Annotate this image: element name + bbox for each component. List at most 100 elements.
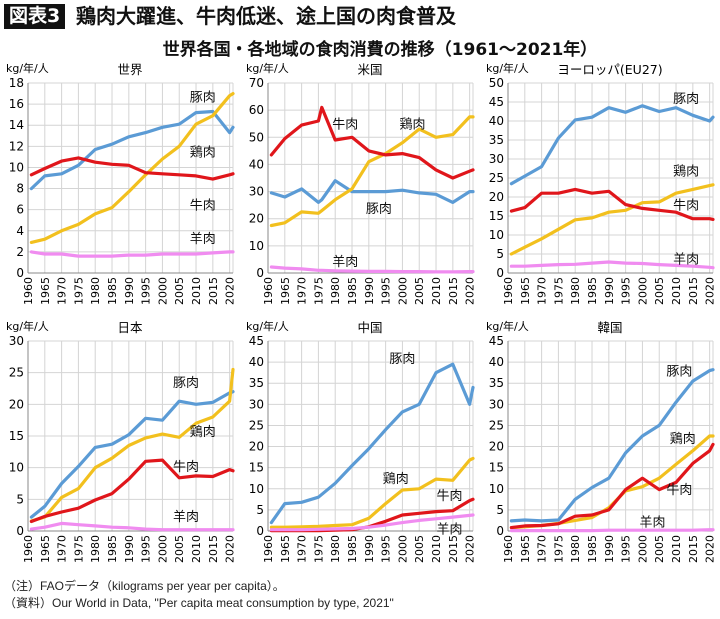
y-axis-unit: kg/年/人: [486, 61, 529, 75]
chart-title: 韓国: [597, 320, 622, 335]
y-tick-label: 45: [489, 334, 504, 348]
x-tick-label: 2015: [687, 535, 700, 563]
series-line-mutton: [509, 528, 715, 533]
x-tick-label: 1965: [279, 277, 292, 305]
x-tick-label: 2000: [396, 277, 409, 305]
y-tick-label: 5: [496, 503, 504, 517]
series-line-pork: [29, 109, 235, 191]
x-tick-label: 1985: [346, 535, 359, 563]
y-tick-label: 0: [16, 266, 24, 280]
chart-korea: kg/年/人 韓国 1960 1965 1970 1975 1980 1985 1990 1995…: [486, 319, 717, 563]
x-tick-label: 2010: [190, 277, 203, 305]
y-tick-label: 0: [16, 524, 24, 538]
y-tick-label: 5: [16, 492, 24, 506]
y-tick-label: 25: [249, 418, 264, 432]
y-tick-label: 15: [9, 429, 24, 443]
x-tick-label: 1985: [586, 535, 599, 563]
series-label-beef: 牛肉: [436, 489, 462, 504]
y-tick-label: 18: [9, 76, 24, 90]
y-axis-unit: kg/年/人: [246, 319, 289, 333]
series-line-mutton: [29, 250, 235, 258]
x-tick-label: 1960: [22, 535, 35, 563]
x-tick-label: 2020: [704, 277, 717, 305]
y-tick-label: 12: [9, 139, 24, 153]
x-tick-label: 1970: [56, 277, 69, 305]
chart-us: kg/年/人 米国 1960 1965 1970 1975 1980 1985 1990 1995…: [246, 61, 477, 305]
x-tick-label: 1995: [140, 535, 153, 563]
source-text: （資料）Our World in Data, "Per capita meat …: [4, 596, 394, 610]
x-tick-label: 2005: [653, 277, 666, 305]
y-tick-label: 30: [489, 152, 504, 166]
y-tick-label: 15: [489, 209, 504, 223]
x-tick-label: 1970: [56, 535, 69, 563]
chart-panel-japan: kg/年/人 日本 1960 1965 1970 1975 1980 1985 1990 1995…: [0, 316, 240, 574]
x-tick-label: 2020: [464, 535, 477, 563]
x-tick-label: 1965: [39, 535, 52, 563]
y-tick-label: 10: [9, 160, 24, 174]
y-tick-label: 40: [249, 157, 264, 171]
y-tick-label: 5: [496, 247, 504, 261]
series-label-chicken: 鶏肉: [383, 472, 409, 487]
y-tick-label: 30: [489, 397, 504, 411]
series-label-mutton: 羊肉: [190, 231, 216, 247]
series-line-mutton: [269, 265, 475, 274]
series-line-beef: [269, 105, 475, 180]
series-line-chicken: [269, 115, 475, 228]
x-tick-label: 1965: [519, 277, 532, 305]
y-tick-label: 10: [249, 239, 264, 253]
x-tick-label: 1975: [72, 535, 85, 563]
x-tick-label: 2015: [207, 277, 220, 305]
series-label-beef: 牛肉: [332, 118, 358, 133]
x-tick-label: 2015: [207, 535, 220, 563]
x-tick-label: 1960: [262, 277, 275, 305]
x-tick-label: 1965: [39, 277, 52, 305]
y-tick-label: 45: [489, 95, 504, 109]
series-label-beef: 牛肉: [666, 483, 692, 498]
x-tick-label: 1980: [569, 277, 582, 305]
y-tick-label: 70: [249, 76, 264, 90]
y-tick-label: 20: [489, 190, 504, 204]
x-tick-label: 1970: [296, 535, 309, 563]
y-tick-label: 0: [496, 524, 504, 538]
x-tick-label: 2000: [156, 277, 169, 305]
x-tick-label: 1985: [586, 277, 599, 305]
x-tick-label: 1970: [536, 535, 549, 563]
x-tick-label: 2005: [173, 277, 186, 305]
x-tick-label: 2020: [464, 277, 477, 305]
y-tick-label: 20: [249, 440, 264, 454]
series-label-mutton: 羊肉: [173, 509, 199, 525]
y-tick-label: 40: [249, 355, 264, 369]
series-label-chicken: 鶏肉: [400, 118, 426, 133]
y-tick-label: 40: [489, 355, 504, 369]
x-tick-label: 1975: [312, 535, 325, 563]
x-tick-label: 2005: [413, 277, 426, 305]
series-label-mutton: 羊肉: [332, 254, 358, 270]
series-line-chicken: [269, 456, 475, 529]
y-tick-label: 15: [489, 461, 504, 475]
x-tick-label: 1990: [123, 535, 136, 563]
series-line-beef: [29, 156, 235, 181]
y-axis-unit: kg/年/人: [246, 61, 289, 75]
x-tick-label: 2015: [447, 535, 460, 563]
figure-tag: 図表3: [4, 4, 66, 29]
x-tick-label: 2020: [224, 277, 237, 305]
x-tick-label: 1965: [519, 535, 532, 563]
x-tick-label: 1995: [620, 277, 633, 305]
x-tick-label: 2000: [636, 535, 649, 563]
series-line-pork: [509, 368, 715, 523]
y-tick-label: 20: [9, 397, 24, 411]
x-tick-label: 2010: [430, 535, 443, 563]
y-tick-label: 16: [9, 97, 24, 111]
series-label-mutton: 羊肉: [673, 252, 699, 268]
y-tick-label: 15: [249, 461, 264, 475]
y-tick-label: 0: [256, 266, 264, 280]
series-label-beef: 牛肉: [673, 199, 699, 214]
chart-title: 中国: [357, 320, 382, 335]
series-line-pork: [509, 104, 715, 186]
y-tick-label: 30: [9, 334, 24, 348]
y-tick-label: 60: [249, 103, 264, 117]
x-tick-label: 1960: [502, 535, 515, 563]
x-tick-label: 1985: [106, 277, 119, 305]
y-tick-label: 5: [256, 503, 264, 517]
y-tick-label: 20: [489, 440, 504, 454]
